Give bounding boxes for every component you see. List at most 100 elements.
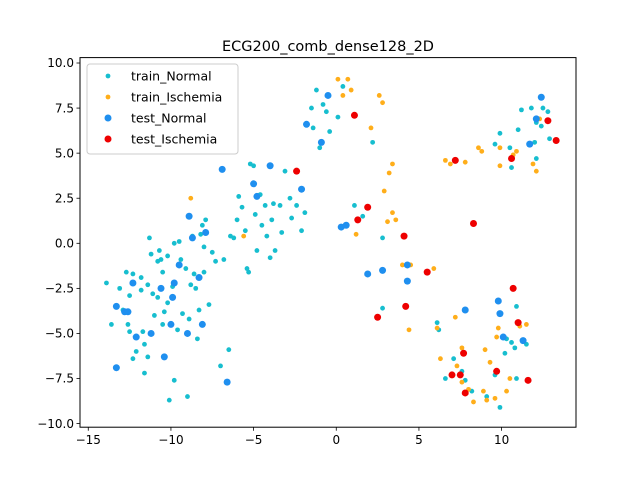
point-train_Ischemia-25 — [452, 314, 458, 320]
point-train_Normal-20 — [150, 291, 156, 297]
point-test_Ischemia-8 — [448, 371, 456, 379]
point-train_Normal-111 — [502, 350, 508, 356]
point-train_Normal-48 — [198, 231, 204, 237]
series-test_Ischemia — [293, 111, 560, 397]
point-train_Normal-62 — [236, 194, 242, 199]
point-train_Normal-83 — [289, 215, 295, 221]
legend-marker — [104, 114, 112, 122]
point-train_Normal-9 — [130, 271, 136, 277]
point-train_Normal-7 — [127, 293, 132, 298]
point-test_Normal-15 — [188, 234, 196, 242]
point-train_Normal-69 — [252, 212, 258, 217]
y-tick-label: −2.5 — [45, 282, 74, 296]
point-train_Normal-101 — [434, 320, 440, 326]
point-train_Normal-51 — [201, 244, 207, 250]
point-train_Normal-99 — [380, 235, 385, 241]
point-test_Normal-10 — [169, 293, 177, 301]
point-train_Normal-46 — [194, 336, 200, 342]
point-test_Normal-21 — [250, 180, 258, 188]
point-train_Ischemia-36 — [484, 397, 490, 403]
point-test_Normal-13 — [183, 329, 191, 337]
point-train_Normal-64 — [242, 228, 248, 234]
point-train_Ischemia-39 — [494, 334, 500, 340]
point-train_Ischemia-21 — [434, 325, 440, 331]
point-train_Normal-88 — [310, 125, 316, 131]
point-train_Normal-28 — [161, 309, 167, 315]
point-test_Normal-7 — [157, 284, 165, 292]
point-train_Ischemia-41 — [497, 163, 503, 169]
point-train_Ischemia-22 — [438, 356, 443, 362]
y-tick-label: 5.0 — [55, 146, 74, 160]
x-tick-label: −10 — [158, 433, 183, 447]
legend-entry-train_Ischemia: train_Ischemia — [105, 90, 222, 105]
point-train_Ischemia-3 — [340, 93, 346, 98]
legend-label: train_Ischemia — [131, 90, 222, 105]
point-test_Normal-3 — [124, 308, 132, 316]
point-train_Normal-52 — [203, 217, 209, 223]
point-train_Normal-17 — [145, 354, 151, 360]
point-train_Normal-108 — [484, 394, 490, 399]
y-tick-label: 7.5 — [55, 101, 74, 115]
point-test_Normal-19 — [218, 165, 226, 173]
point-train_Ischemia-16 — [400, 262, 405, 268]
point-test_Normal-26 — [317, 138, 325, 146]
y-tick-label: 10.0 — [47, 56, 74, 70]
point-test_Ischemia-2 — [354, 216, 362, 224]
y-tick-label: −5.0 — [45, 327, 74, 341]
point-test_Ischemia-14 — [493, 367, 501, 375]
point-train_Normal-4 — [123, 269, 129, 275]
point-train_Normal-87 — [309, 105, 314, 111]
point-train_Normal-56 — [218, 363, 223, 369]
point-test_Ischemia-10 — [456, 371, 464, 379]
point-test_Normal-9 — [167, 320, 175, 328]
point-test_Ischemia-9 — [451, 156, 459, 164]
point-train_Normal-0 — [104, 280, 109, 286]
legend-entry-test_Normal: test_Normal — [104, 111, 206, 126]
legend-label: test_Normal — [131, 111, 206, 126]
point-train_Normal-27 — [160, 322, 166, 327]
point-train_Ischemia-13 — [390, 161, 395, 167]
point-test_Normal-41 — [537, 93, 545, 101]
point-test_Ischemia-18 — [524, 376, 532, 384]
point-train_Normal-6 — [127, 329, 132, 335]
point-train_Normal-127 — [547, 136, 552, 142]
point-train_Normal-18 — [147, 235, 152, 241]
x-axis: −15 −10 −5 0 5 10 — [76, 427, 509, 447]
point-train_Normal-93 — [327, 129, 333, 134]
point-train_Normal-24 — [156, 248, 162, 253]
point-train_Normal-115 — [512, 345, 518, 351]
point-train_Ischemia-23 — [442, 157, 448, 163]
point-train_Normal-40 — [185, 394, 190, 399]
point-train_Normal-21 — [152, 313, 157, 318]
point-train_Ischemia-14 — [390, 210, 395, 216]
point-test_Normal-5 — [132, 333, 140, 341]
point-test_Normal-40 — [532, 115, 540, 123]
point-test_Normal-24 — [298, 185, 306, 193]
point-train_Normal-85 — [299, 228, 304, 234]
point-train_Normal-63 — [239, 204, 245, 210]
point-test_Normal-34 — [461, 306, 469, 314]
point-train_Normal-10 — [133, 349, 139, 354]
point-train_Ischemia-11 — [385, 219, 390, 225]
point-test_Normal-31 — [379, 266, 387, 274]
point-train_Normal-90 — [317, 145, 323, 151]
point-train_Ischemia-7 — [368, 125, 374, 131]
point-train_Ischemia-4 — [345, 76, 351, 82]
point-train_Normal-37 — [178, 257, 184, 262]
point-train_Ischemia-33 — [479, 148, 485, 154]
point-test_Ischemia-11 — [460, 349, 468, 357]
point-train_Ischemia-17 — [406, 327, 412, 333]
point-train_Normal-13 — [140, 329, 146, 335]
point-train_Ischemia-35 — [482, 347, 488, 353]
point-test_Ischemia-0 — [293, 167, 301, 175]
point-test_Normal-18 — [202, 228, 210, 236]
point-train_Ischemia-48 — [524, 322, 529, 327]
point-train_Normal-57 — [221, 257, 227, 262]
point-train_Normal-103 — [442, 376, 448, 381]
point-test_Normal-25 — [303, 120, 311, 128]
point-train_Normal-131 — [514, 304, 519, 309]
point-train_Normal-58 — [226, 347, 232, 353]
point-train_Normal-76 — [269, 217, 275, 223]
point-train_Normal-130 — [497, 130, 503, 136]
